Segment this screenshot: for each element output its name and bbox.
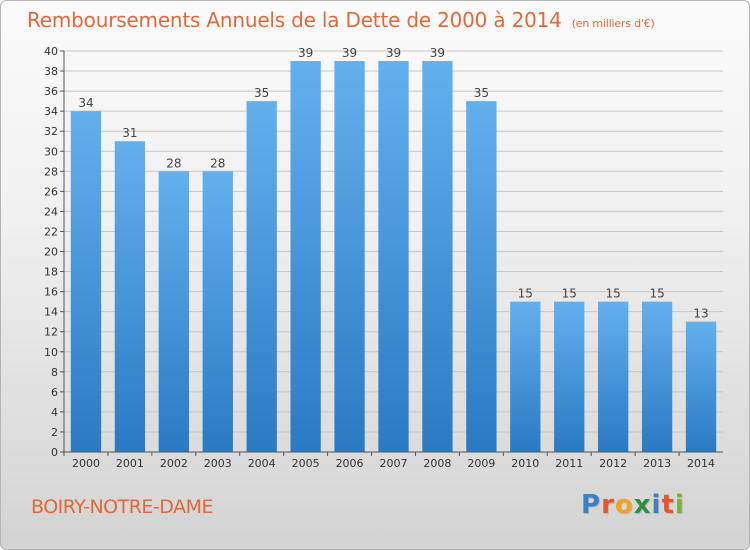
data-label: 15 xyxy=(518,287,533,301)
y-tick-label: 22 xyxy=(44,225,58,238)
bar xyxy=(158,171,189,453)
y-tick-label: 10 xyxy=(44,346,58,359)
x-tick-label: 2012 xyxy=(599,457,627,470)
logo-letter: i xyxy=(651,490,662,520)
bar xyxy=(685,321,717,452)
data-label: 31 xyxy=(122,126,137,140)
x-tick-label: 2006 xyxy=(336,457,364,470)
y-tick-label: 16 xyxy=(44,286,58,299)
y-tick-label: 36 xyxy=(44,85,58,98)
proxiti-logo[interactable]: Proxiti xyxy=(581,490,685,520)
data-label: 15 xyxy=(649,287,664,301)
x-tick-label: 2010 xyxy=(511,457,539,470)
x-tick-label: 2003 xyxy=(204,457,232,470)
data-label: 35 xyxy=(474,86,489,100)
y-tick-label: 40 xyxy=(44,45,58,58)
y-tick-label: 20 xyxy=(44,246,58,259)
bars xyxy=(70,61,717,453)
x-tick-label: 2005 xyxy=(292,457,320,470)
y-tick-label: 34 xyxy=(44,105,58,118)
y-tick-label: 18 xyxy=(44,266,58,279)
bar xyxy=(70,111,102,453)
data-label: 35 xyxy=(254,86,269,100)
bar xyxy=(641,301,673,452)
logo-letter: r xyxy=(601,490,615,520)
y-tick-label: 8 xyxy=(51,366,58,379)
data-label: 39 xyxy=(386,46,401,60)
bar xyxy=(422,61,453,453)
bar xyxy=(510,301,541,452)
y-tick-label: 32 xyxy=(44,125,58,138)
data-label: 15 xyxy=(606,287,621,301)
data-label: 28 xyxy=(166,156,181,170)
x-tick-label: 2002 xyxy=(160,457,188,470)
x-tick-label: 2000 xyxy=(72,457,100,470)
x-tick-label: 2009 xyxy=(467,457,495,470)
x-tick-label: 2008 xyxy=(423,457,451,470)
bar xyxy=(114,141,146,452)
bar xyxy=(290,61,321,453)
bar xyxy=(202,171,233,453)
y-tick-label: 26 xyxy=(44,185,58,198)
bar xyxy=(378,61,409,453)
x-tick-label: 2007 xyxy=(380,457,408,470)
title-text: Remboursements Annuels de la Dette de 20… xyxy=(27,8,562,32)
unit-note: (en milliers d'€) xyxy=(571,17,655,30)
x-tick-label: 2004 xyxy=(248,457,276,470)
y-tick-label: 6 xyxy=(51,386,58,399)
y-tick-label: 4 xyxy=(51,406,58,419)
data-label: 28 xyxy=(210,156,225,170)
x-tick-label: 2001 xyxy=(116,457,144,470)
logo-letter: i xyxy=(674,490,685,520)
data-label: 39 xyxy=(298,46,313,60)
data-label: 15 xyxy=(562,287,577,301)
x-tick-label: 2013 xyxy=(643,457,671,470)
y-tick-label: 12 xyxy=(44,326,58,339)
commune-name: BOIRY-NOTRE-DAME xyxy=(31,496,213,518)
y-tick-label: 28 xyxy=(44,165,58,178)
logo-letter: P xyxy=(581,490,602,520)
bar xyxy=(246,101,277,452)
chart-title: Remboursements Annuels de la Dette de 20… xyxy=(27,8,655,32)
bar xyxy=(554,301,585,452)
logo-letter: o xyxy=(614,490,634,520)
bar xyxy=(466,101,497,452)
y-tick-label: 30 xyxy=(44,145,58,158)
value-labels: 34 31 28 28 35 39 39 39 39 35 15 15 15 15 13 xyxy=(78,46,708,321)
x-tick-label: 2011 xyxy=(555,457,583,470)
data-label: 34 xyxy=(78,96,93,110)
y-tick-label: 2 xyxy=(51,426,58,439)
logo-letter: x xyxy=(633,490,652,520)
y-tick-label: 14 xyxy=(44,306,58,319)
bar xyxy=(598,301,629,452)
data-label: 13 xyxy=(693,307,708,321)
y-tick-label: 0 xyxy=(51,446,58,459)
bar xyxy=(334,61,365,453)
data-label: 39 xyxy=(342,46,357,60)
data-label: 39 xyxy=(430,46,445,60)
axes: 0246810121416182022242628303234363840200… xyxy=(44,45,723,470)
logo-letter: t xyxy=(661,490,675,520)
y-tick-label: 24 xyxy=(44,205,58,218)
y-tick-label: 38 xyxy=(44,65,58,78)
x-tick-label: 2014 xyxy=(687,457,715,470)
